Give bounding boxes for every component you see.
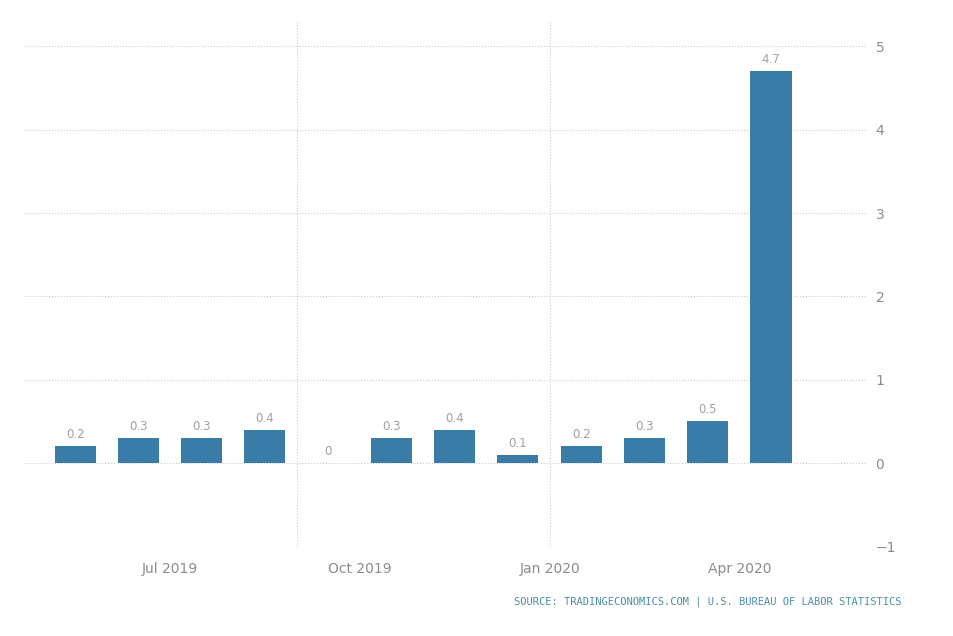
Bar: [181, 438, 222, 463]
Text: 4.7: 4.7: [760, 53, 780, 66]
Bar: [118, 438, 159, 463]
Bar: [54, 446, 95, 463]
Text: 0.3: 0.3: [129, 420, 148, 433]
Text: 0.4: 0.4: [255, 411, 274, 425]
Text: 0.4: 0.4: [445, 411, 463, 425]
Bar: [244, 430, 285, 463]
Bar: [686, 422, 727, 463]
Text: 0.3: 0.3: [193, 420, 211, 433]
Text: 0.2: 0.2: [66, 429, 85, 441]
Text: 0.2: 0.2: [571, 429, 590, 441]
Text: 0.3: 0.3: [635, 420, 653, 433]
Bar: [371, 438, 412, 463]
Bar: [750, 71, 791, 463]
Bar: [497, 455, 537, 463]
Text: 0.1: 0.1: [508, 437, 527, 450]
Bar: [434, 430, 475, 463]
Bar: [560, 446, 601, 463]
Text: SOURCE: TRADINGECONOMICS.COM | U.S. BUREAU OF LABOR STATISTICS: SOURCE: TRADINGECONOMICS.COM | U.S. BURE…: [514, 597, 901, 607]
Text: 0.3: 0.3: [382, 420, 400, 433]
Text: 0: 0: [324, 445, 332, 458]
Bar: [623, 438, 664, 463]
Text: 0.5: 0.5: [698, 403, 717, 417]
